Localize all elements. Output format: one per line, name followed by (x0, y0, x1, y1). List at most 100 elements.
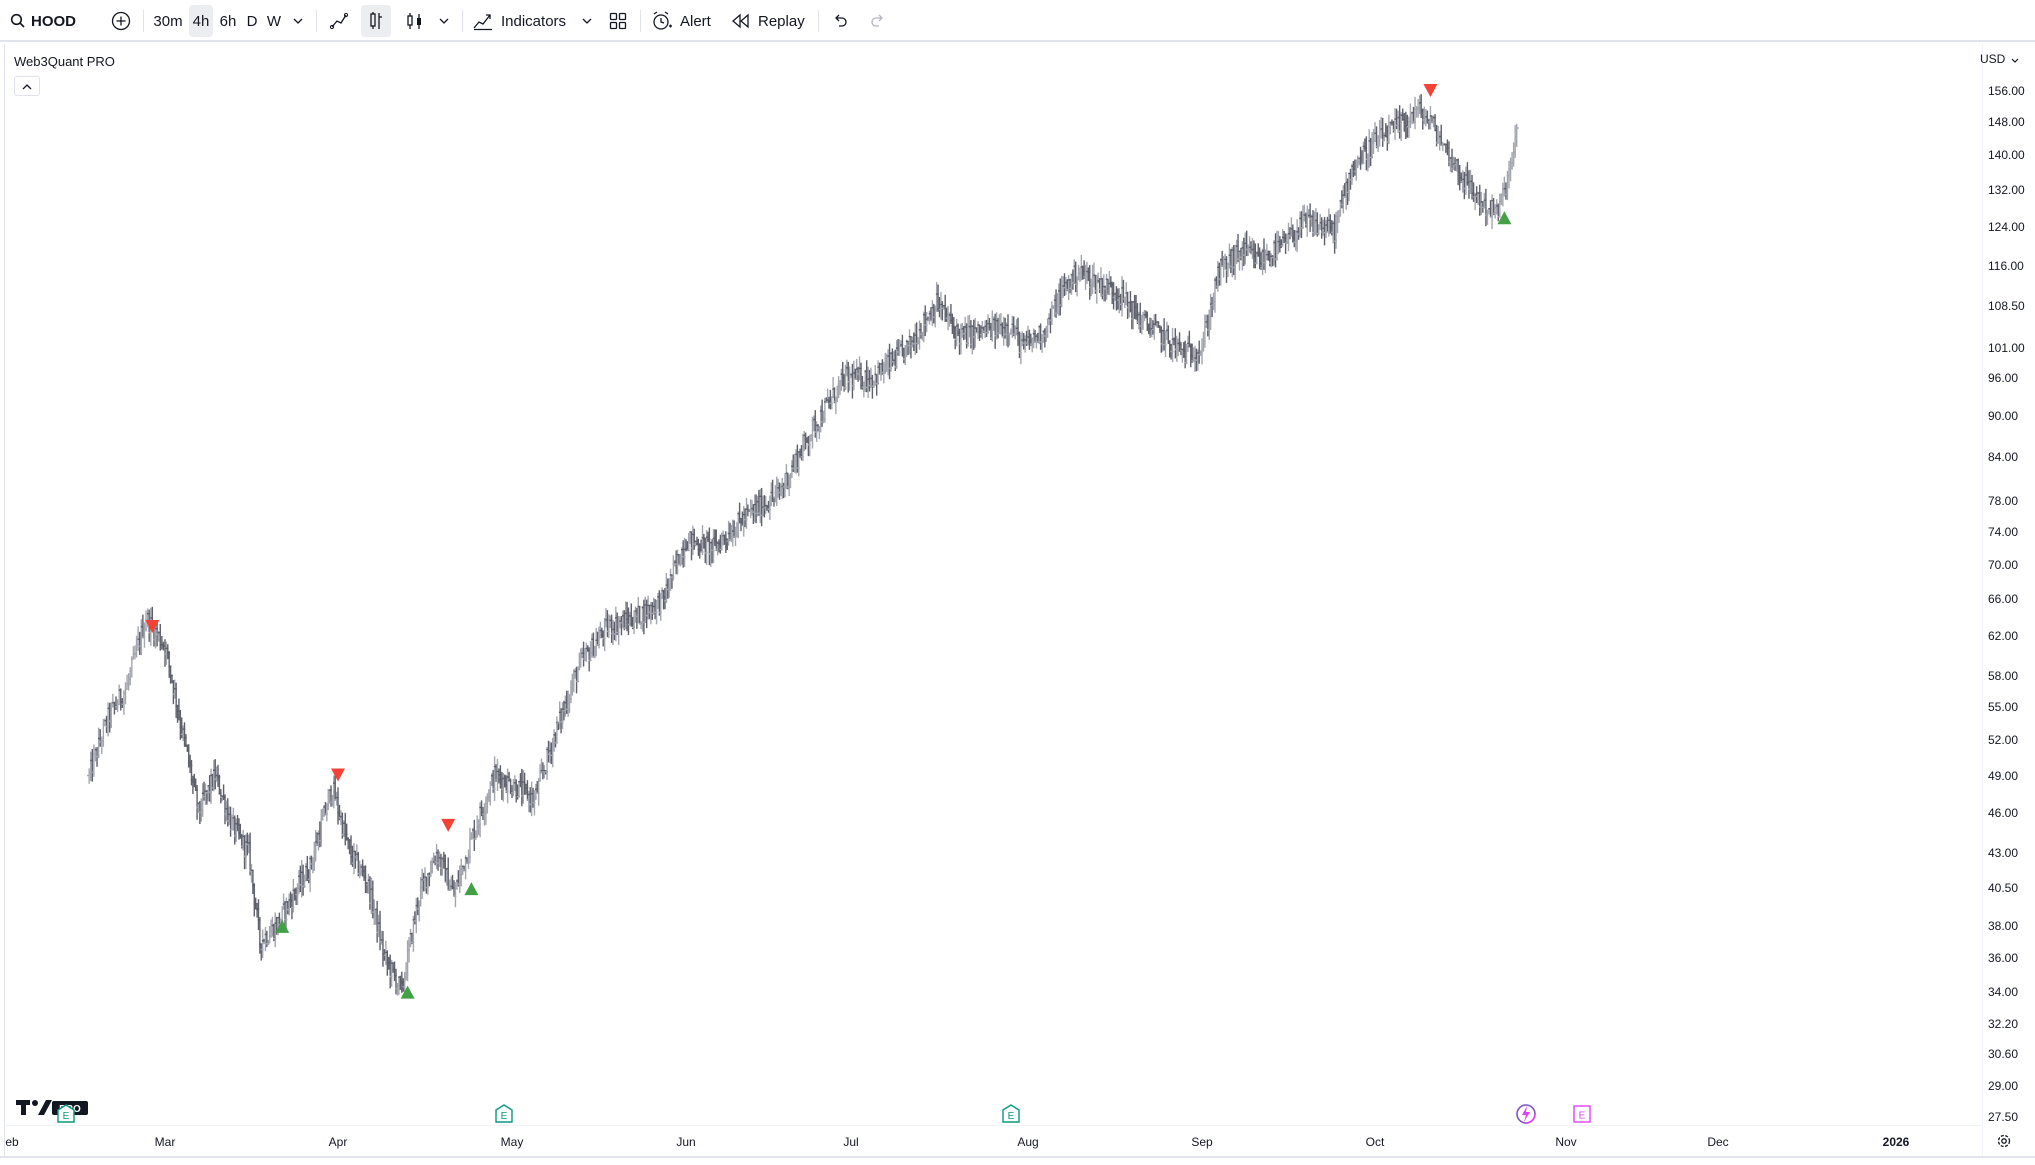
interval-w[interactable]: W (266, 12, 282, 30)
time-tick-label: Dec (1707, 1135, 1729, 1149)
indicators-label: Indicators (501, 12, 567, 30)
price-tick-label: 38.00 (1988, 918, 2019, 933)
candle-chart-button[interactable] (402, 5, 428, 37)
add-symbol-icon (111, 11, 131, 31)
chevron-down-icon (293, 18, 303, 24)
price-tick-label: 84.00 (1988, 449, 2019, 464)
price-tick-label: 90.00 (1988, 409, 2019, 424)
svg-text:E: E (501, 1111, 508, 1122)
chart-pane[interactable] (4, 44, 2035, 1156)
signal-markers (145, 84, 1512, 999)
bottom-border (0, 1156, 2035, 1158)
replay-button[interactable]: Replay (731, 5, 809, 37)
time-tick-label: Oct (1365, 1135, 1385, 1149)
price-tick-label: 132.00 (1988, 182, 2025, 197)
line-chart-button[interactable] (326, 5, 352, 37)
toolbar-divider (143, 10, 144, 32)
price-tick-label: 66.00 (1988, 592, 2019, 607)
earnings-icon[interactable]: E (1001, 1104, 1021, 1124)
layout-icon (609, 12, 627, 30)
alert-button[interactable]: Alert (651, 5, 719, 37)
price-tick-label: 40.50 (1988, 881, 2019, 896)
price-tick-label: 32.20 (1988, 1016, 2019, 1031)
tradingview-pro-logo[interactable]: PRO (16, 1098, 88, 1123)
ohlc-bar (194, 784, 200, 820)
alert-label: Alert (680, 12, 711, 30)
toolbar-divider (462, 10, 463, 32)
earnings-icon[interactable]: E (1572, 1104, 1592, 1124)
price-tick-label: 116.00 (1988, 259, 2024, 274)
time-tick-label: Jun (676, 1135, 696, 1149)
time-tick-label: eb (5, 1135, 19, 1149)
search-icon (10, 13, 26, 29)
chevron-up-icon (22, 77, 32, 95)
time-tick-label: Sep (1191, 1135, 1213, 1149)
price-tick-label: 30.60 (1988, 1046, 2019, 1061)
redo-button[interactable] (864, 5, 892, 37)
chart-settings-button[interactable] (1996, 1133, 2012, 1154)
interval-6h[interactable]: 6h (219, 12, 237, 30)
price-axis-border (1982, 44, 1983, 1156)
svg-text:E: E (63, 1111, 70, 1122)
collapse-legend-button[interactable] (14, 76, 40, 96)
currency-selector[interactable]: USD (1980, 52, 2019, 66)
interval-30m[interactable]: 30m (153, 12, 183, 30)
price-tick-label: 36.00 (1988, 950, 2019, 965)
alert-clock-icon (651, 11, 673, 31)
indicator-legend-title[interactable]: Web3Quant PRO (14, 54, 115, 69)
price-tick-label: 62.00 (1988, 629, 2019, 644)
bar-chart-button[interactable] (361, 5, 391, 37)
price-tick-label: 96.00 (1988, 370, 2019, 385)
layout-button[interactable] (604, 5, 632, 37)
price-tick-label: 101.00 (1988, 340, 2025, 355)
interval-d[interactable]: D (246, 12, 258, 30)
price-tick-label: 74.00 (1988, 524, 2019, 539)
compare-symbol-button[interactable] (108, 5, 134, 37)
chart-type-dropdown[interactable] (434, 5, 454, 37)
price-tick-label: 148.00 (1988, 115, 2025, 130)
ohlc-bars (86, 94, 1519, 998)
svg-text:E: E (1008, 1111, 1015, 1122)
sell-signal-marker (331, 768, 345, 782)
chevron-down-icon (2011, 52, 2019, 66)
dividend-split-icon[interactable] (1514, 1102, 1538, 1126)
undo-button[interactable] (826, 5, 854, 37)
redo-icon (869, 14, 887, 28)
earnings-icon[interactable]: E (56, 1104, 76, 1124)
time-tick-label: Nov (1555, 1135, 1577, 1149)
top-toolbar: HOOD 30m 4h 6h D W Indicators (0, 0, 2035, 42)
toolbar-divider (640, 10, 641, 32)
buy-signal-marker (1497, 211, 1512, 225)
buy-signal-marker (464, 882, 479, 896)
price-tick-label: 52.00 (1988, 733, 2019, 748)
time-tick-label: Jul (843, 1135, 859, 1149)
toolbar-divider (818, 10, 819, 32)
interval-4h[interactable]: 4h (189, 5, 213, 37)
ohlc-bar (671, 555, 676, 581)
price-tick-label: 55.00 (1988, 700, 2019, 715)
chevron-down-icon (439, 18, 449, 24)
price-tick-label: 156.00 (1988, 84, 2025, 98)
buy-signal-marker (400, 985, 415, 999)
toolbar-divider (316, 10, 317, 32)
price-tick-label: 49.00 (1988, 768, 2019, 783)
price-tick-label: 70.00 (1988, 557, 2019, 572)
price-tick-label: 34.00 (1988, 984, 2019, 999)
gear-icon (1996, 1134, 2012, 1153)
earnings-icon[interactable]: E (494, 1104, 514, 1124)
time-tick-label: Aug (1017, 1135, 1039, 1149)
price-tick-label: 124.00 (1988, 219, 2025, 234)
symbol-search-button[interactable]: HOOD (10, 5, 82, 37)
sell-signal-marker (145, 619, 160, 633)
ohlc-bar (1514, 123, 1519, 147)
symbol-label: HOOD (31, 12, 76, 30)
indicators-button[interactable]: Indicators (472, 5, 568, 37)
candle-chart-icon (405, 11, 425, 31)
chevron-down-icon (582, 18, 592, 24)
price-tick-label: 43.00 (1988, 845, 2019, 860)
indicators-dropdown[interactable] (577, 5, 597, 37)
interval-dropdown[interactable] (288, 5, 308, 37)
time-tick-label: May (500, 1135, 524, 1149)
price-tick-label: 108.50 (1988, 298, 2025, 313)
